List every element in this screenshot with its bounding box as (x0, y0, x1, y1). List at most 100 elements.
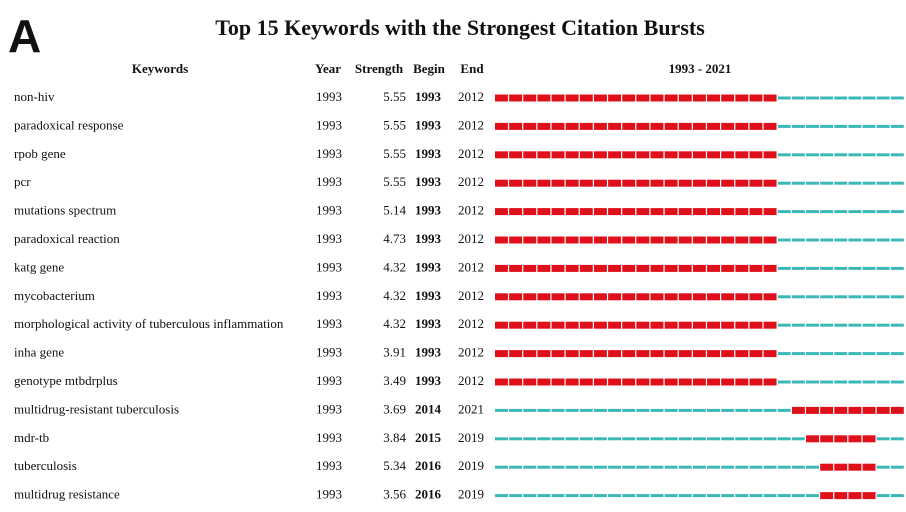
base-segment (777, 437, 791, 441)
base-segment (806, 266, 819, 270)
burst-segment (707, 264, 721, 272)
burst-segment (593, 151, 607, 159)
base-segment (537, 408, 551, 412)
base-segment (890, 124, 904, 128)
burst-segment (509, 179, 523, 187)
burst-segment (664, 293, 678, 301)
burst-segment (678, 264, 692, 272)
base-segment (862, 352, 876, 356)
base-segment (834, 153, 848, 157)
burst-segment (495, 151, 508, 159)
burst-segment (608, 94, 622, 102)
base-segment (820, 124, 834, 128)
burst-segment (565, 151, 579, 159)
base-segment (537, 437, 551, 441)
burst-segment (608, 179, 622, 187)
burst-segment (622, 208, 636, 216)
burst-segment (650, 264, 664, 272)
burst-segment (763, 378, 777, 386)
base-segment (791, 465, 805, 469)
cell: 1993 (316, 174, 342, 189)
keyword: multidrug-resistant tuberculosis (14, 401, 179, 416)
burst-segment (593, 208, 607, 216)
base-segment (777, 352, 791, 356)
burst-segment (523, 321, 537, 329)
base-segment (579, 437, 593, 441)
burst-segment (636, 236, 650, 244)
burst-segment (735, 236, 749, 244)
burst-segment (509, 264, 523, 272)
burst-segment (622, 122, 636, 130)
cell: 4.73 (383, 231, 406, 246)
burst-segment (608, 208, 622, 216)
burst-segment (848, 463, 862, 471)
burst-segment (523, 378, 537, 386)
burst-segment (749, 236, 763, 244)
burst-segment (692, 179, 706, 187)
burst-segment (749, 350, 763, 358)
cell: 4.32 (383, 259, 406, 274)
base-segment (777, 408, 791, 412)
cell: 1993 (415, 345, 442, 360)
burst-segment (721, 208, 735, 216)
cell: 2016 (415, 487, 442, 502)
burst-segment (820, 492, 834, 500)
cell: 4.32 (383, 288, 406, 303)
base-segment (579, 465, 593, 469)
burst-segment (707, 208, 721, 216)
burst-segment (579, 264, 593, 272)
base-segment (721, 494, 735, 498)
base-segment (735, 465, 749, 469)
base-segment (551, 494, 565, 498)
base-segment (806, 124, 819, 128)
burst-segment (862, 492, 876, 500)
base-segment (692, 408, 706, 412)
cell: 2019 (458, 430, 484, 445)
cell: 1993 (415, 174, 442, 189)
burst-segment (636, 208, 650, 216)
burst-segment (622, 321, 636, 329)
burst-segment (820, 406, 834, 414)
base-segment (777, 238, 791, 242)
base-segment (791, 295, 805, 299)
base-segment (551, 408, 565, 412)
base-segment (777, 323, 791, 327)
burst-segment (650, 321, 664, 329)
base-segment (650, 408, 664, 412)
burst-segment (707, 350, 721, 358)
burst-segment (593, 94, 607, 102)
base-segment (876, 181, 890, 185)
burst-segment (862, 463, 876, 471)
cell: 2016 (415, 458, 442, 473)
burst-segment (707, 179, 721, 187)
burst-segment (692, 208, 706, 216)
base-segment (777, 295, 791, 299)
burst-segment (678, 94, 692, 102)
base-segment (834, 96, 848, 100)
cell: 1993 (415, 316, 442, 331)
burst-segment (763, 321, 777, 329)
burst-segment (735, 378, 749, 386)
burst-segment (650, 179, 664, 187)
base-segment (890, 238, 904, 242)
burst-segment (721, 122, 735, 130)
base-segment (876, 295, 890, 299)
burst-segment (495, 321, 508, 329)
base-segment (890, 494, 904, 498)
burst-segment (862, 435, 876, 443)
base-segment (579, 408, 593, 412)
burst-segment (551, 321, 565, 329)
cell: 2012 (458, 259, 484, 274)
burst-segment (650, 378, 664, 386)
burst-segment (806, 406, 819, 414)
burst-segment (593, 350, 607, 358)
cell: 1993 (316, 430, 342, 445)
burst-segment (763, 94, 777, 102)
base-segment (820, 352, 834, 356)
burst-segment (551, 151, 565, 159)
burst-segment (537, 264, 551, 272)
base-segment (834, 266, 848, 270)
burst-segment (721, 179, 735, 187)
burst-segment (692, 151, 706, 159)
burst-segment (523, 208, 537, 216)
